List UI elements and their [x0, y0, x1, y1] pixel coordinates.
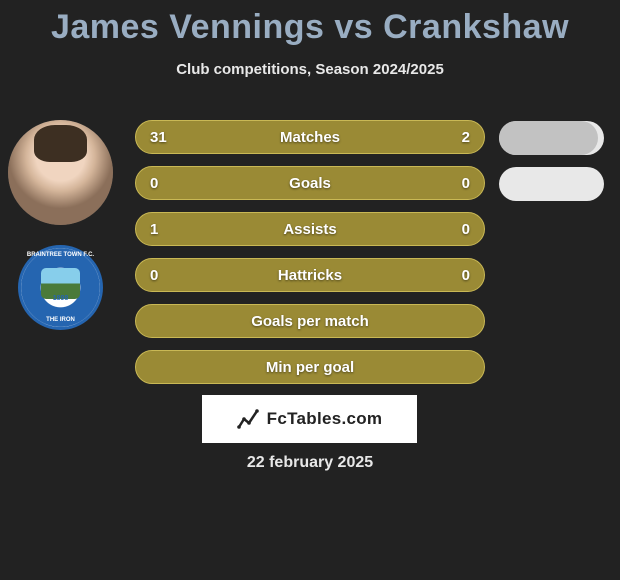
stat-row-assists: 10Assists — [135, 212, 485, 246]
player1-face — [8, 120, 113, 225]
badge-top-text: BRAINTREE TOWN F.C. — [21, 252, 100, 258]
stat-row-hattricks: 00Hattricks — [135, 258, 485, 292]
stat-row-min-per-goal: Min per goal — [135, 350, 485, 384]
player1-avatar — [8, 120, 113, 225]
portion-pill — [499, 167, 604, 201]
badge-bottom-text: THE IRON — [21, 317, 100, 323]
brand-text: FcTables.com — [267, 409, 383, 429]
stat-label: Goals per match — [136, 305, 484, 339]
stat-row-matches: 312Matches — [135, 120, 485, 154]
chart-icon — [237, 407, 261, 431]
comparison-bars: 312Matches 00Goals 10Assists 00Hattricks Goa… — [135, 120, 485, 396]
portion-pill — [499, 121, 604, 155]
stat-label: Min per goal — [136, 351, 484, 385]
brand-badge: FcTables.com — [202, 395, 417, 443]
stat-label: Matches — [136, 121, 484, 155]
badge-year: 1898 — [21, 295, 100, 302]
page-subtitle: Club competitions, Season 2024/2025 — [0, 61, 620, 78]
portion-fill — [499, 121, 598, 155]
stat-label: Assists — [136, 213, 484, 247]
stat-label: Goals — [136, 167, 484, 201]
avatar-column: BRAINTREE TOWN F.C. 1898 THE IRON — [8, 120, 113, 330]
player2-club-badge: BRAINTREE TOWN F.C. 1898 THE IRON — [18, 245, 103, 330]
stat-row-goals-per-match: Goals per match — [135, 304, 485, 338]
date-text: 22 february 2025 — [0, 454, 620, 472]
stat-label: Hattricks — [136, 259, 484, 293]
stat-row-goals: 00Goals — [135, 166, 485, 200]
page-title: James Vennings vs Crankshaw — [0, 0, 620, 47]
